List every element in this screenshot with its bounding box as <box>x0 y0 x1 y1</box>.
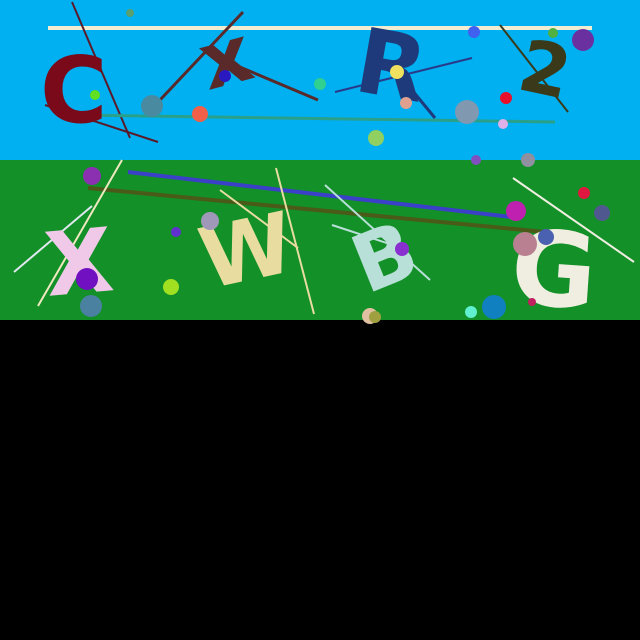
captcha-char-8: G <box>507 206 601 334</box>
bottom-noise-lines <box>13 159 635 315</box>
bottom-noise-dots <box>76 167 610 324</box>
empty-area <box>0 320 640 640</box>
top-noise-dots <box>90 9 594 167</box>
captcha-char-5: X <box>41 208 118 317</box>
captcha-char-1: C <box>40 37 108 144</box>
top-noise-lines <box>44 1 592 143</box>
